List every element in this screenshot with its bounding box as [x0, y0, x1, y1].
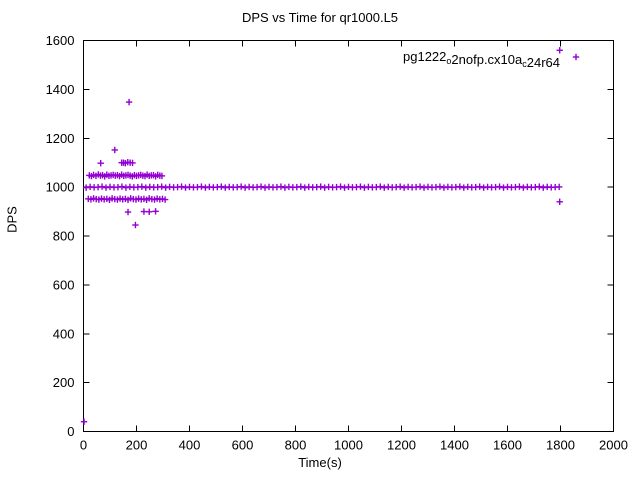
series-points — [80, 47, 563, 425]
x-tick-label: 1200 — [387, 438, 416, 453]
axis-ticks: 0 200 400 600 800 1000 1200 1400 1600 0 200 400 600 8… — [46, 33, 628, 453]
chart-legend: pg1222o2nofp.cx10ac24r64 — [403, 49, 580, 70]
y-tick-label: 1400 — [46, 82, 75, 97]
x-tick-label: 2000 — [599, 438, 628, 453]
x-tick-label: 400 — [179, 438, 201, 453]
x-tick-label: 0 — [80, 438, 87, 453]
y-tick-label: 200 — [53, 375, 75, 390]
x-tick-label: 200 — [126, 438, 148, 453]
y-tick-label: 800 — [53, 229, 75, 244]
chart-title: DPS vs Time for qr1000.L5 — [241, 10, 399, 25]
plot-frame — [83, 40, 614, 432]
y-tick-label: 1600 — [46, 33, 75, 48]
x-tick-label: 1800 — [546, 438, 575, 453]
y-tick-label: 1000 — [46, 180, 75, 195]
data-points — [80, 47, 563, 425]
x-tick-label: 800 — [285, 438, 307, 453]
x-axis-label: Time(s) — [298, 455, 342, 470]
y-tick-label: 400 — [53, 326, 75, 341]
x-tick-label: 1400 — [440, 438, 469, 453]
x-tick-label: 600 — [232, 438, 254, 453]
x-tick-label: 1600 — [493, 438, 522, 453]
y-tick-label: 600 — [53, 277, 75, 292]
legend-series-label: pg1222o2nofp.cx10ac24r64 — [403, 49, 560, 70]
y-tick-label: 0 — [67, 424, 74, 439]
y-tick-label: 1200 — [46, 131, 75, 146]
legend-key-marker — [572, 53, 580, 61]
x-tick-label: 1000 — [334, 438, 363, 453]
